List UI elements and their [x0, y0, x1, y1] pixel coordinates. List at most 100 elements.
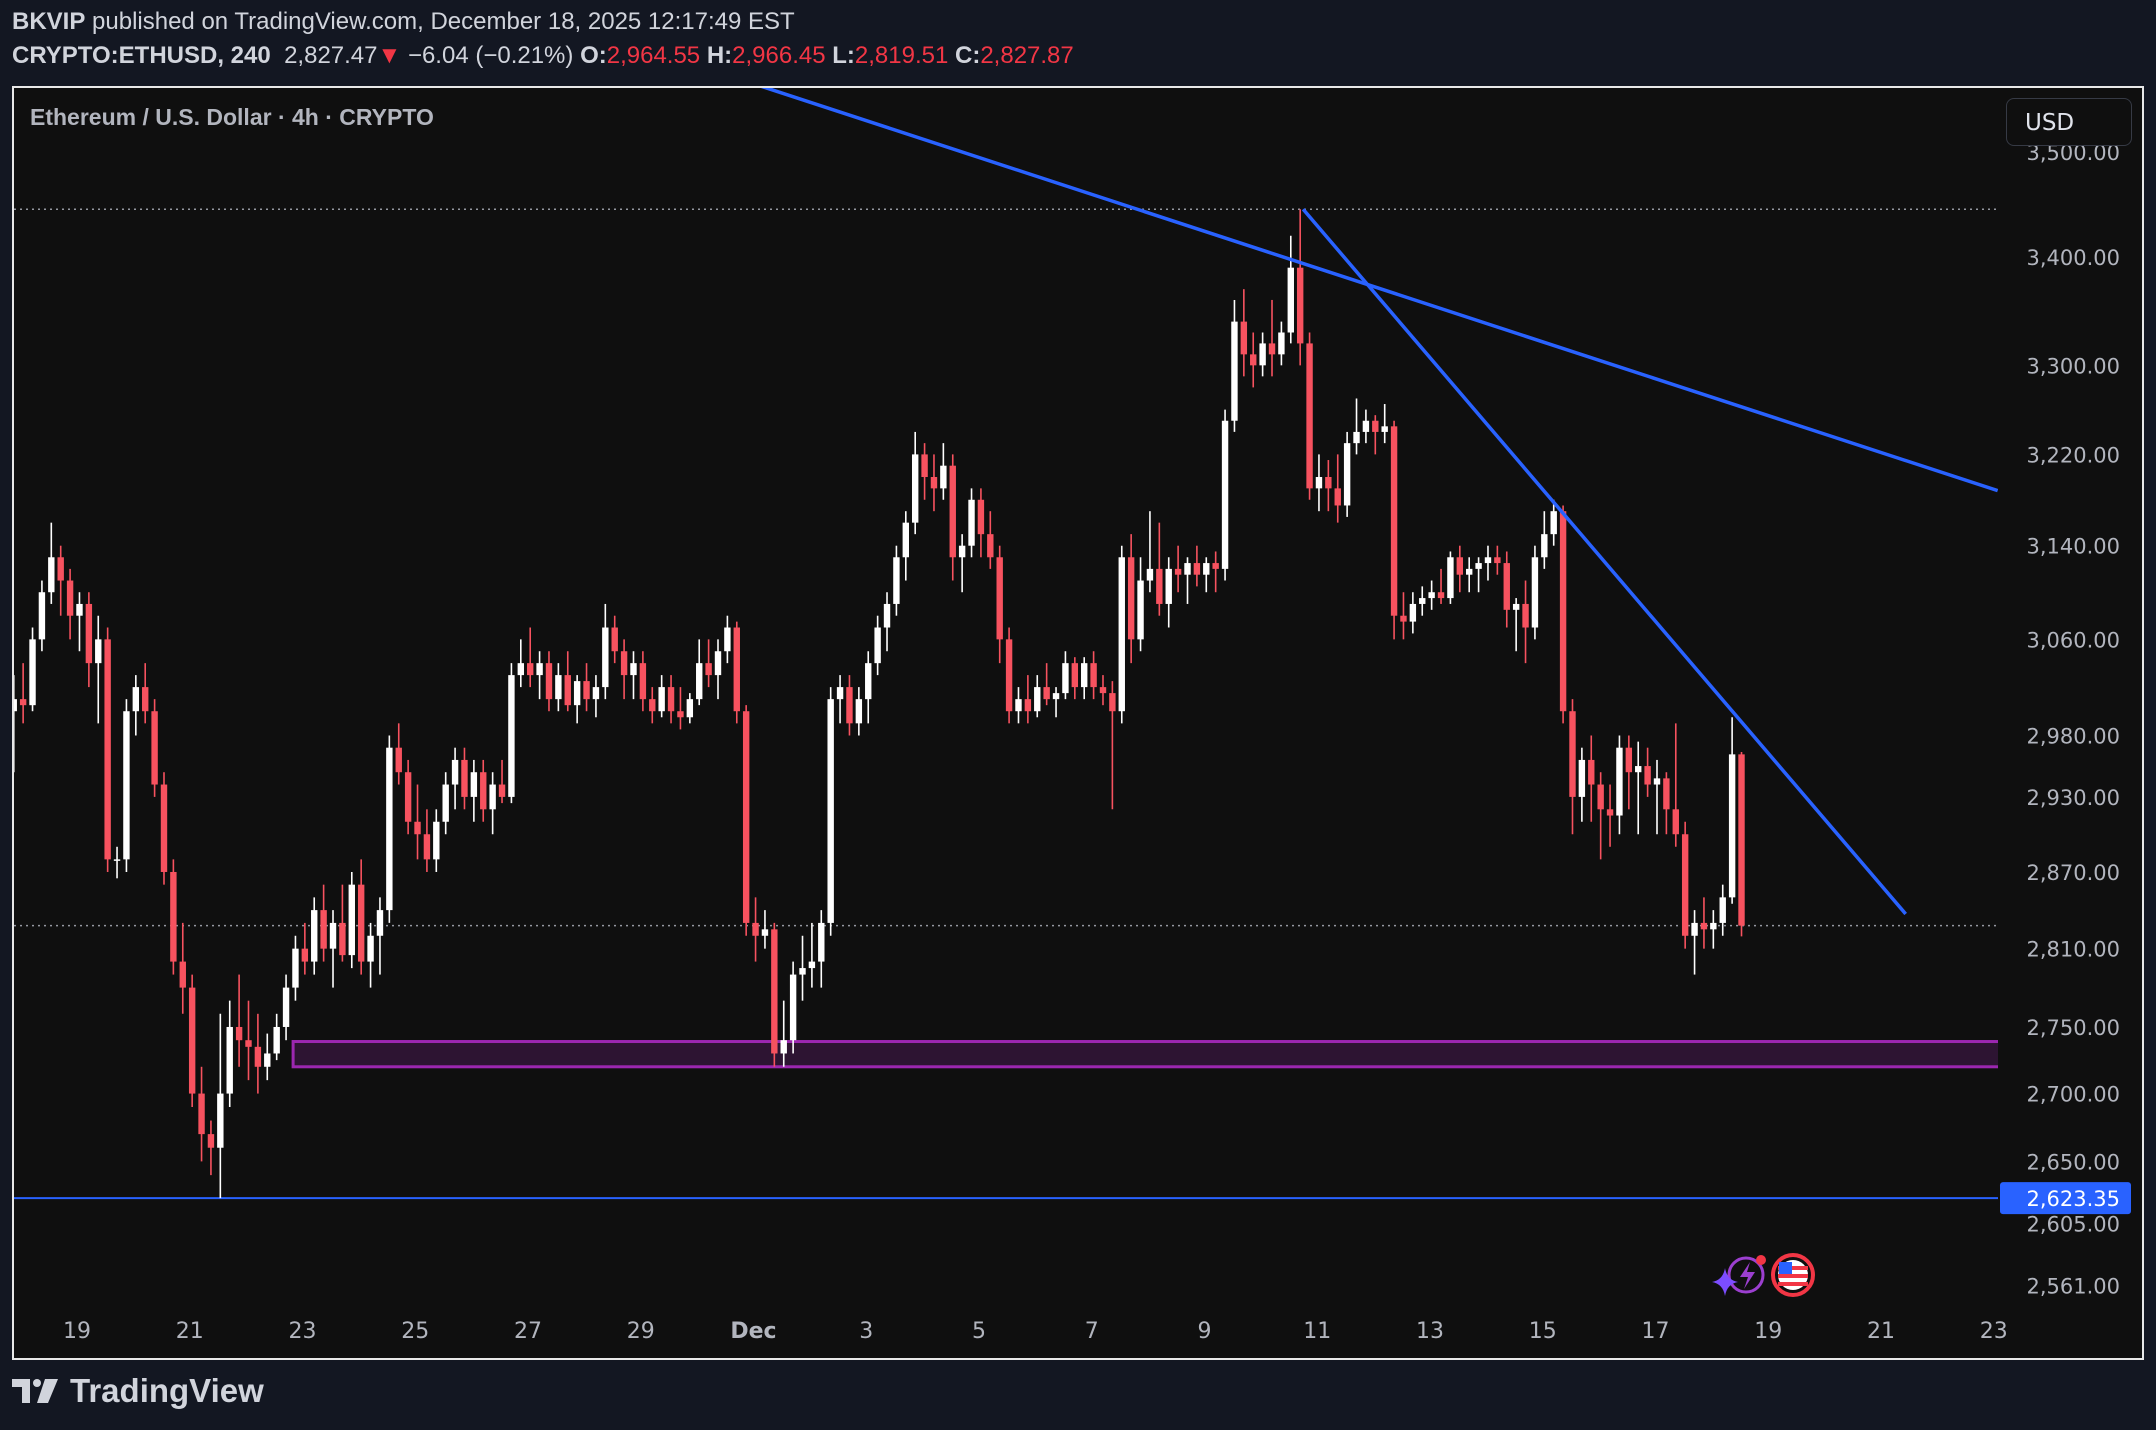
candle[interactable]	[1531, 545, 1539, 640]
candle[interactable]	[893, 545, 900, 616]
candle[interactable]	[611, 615, 618, 664]
candle[interactable]	[395, 723, 402, 785]
candle[interactable]	[76, 592, 83, 652]
candle[interactable]	[583, 663, 590, 712]
candle[interactable]	[1700, 897, 1708, 949]
candle[interactable]	[714, 639, 722, 700]
candle[interactable]	[836, 675, 844, 724]
us-flag-icon[interactable]	[1771, 1253, 1815, 1297]
candle[interactable]	[1447, 551, 1454, 604]
candle[interactable]	[1512, 598, 1520, 652]
candle[interactable]	[113, 846, 121, 879]
candle[interactable]	[470, 759, 478, 822]
candle[interactable]	[761, 910, 769, 949]
candle[interactable]	[1522, 580, 1529, 664]
candle[interactable]	[1071, 657, 1079, 700]
candle[interactable]	[1437, 568, 1445, 604]
candle[interactable]	[1353, 398, 1360, 455]
candle[interactable]	[235, 974, 243, 1067]
candle[interactable]	[339, 884, 346, 962]
candle[interactable]	[620, 639, 628, 700]
candle[interactable]	[780, 1000, 787, 1067]
candle[interactable]	[1278, 321, 1285, 366]
candle[interactable]	[827, 687, 834, 936]
candle[interactable]	[846, 675, 853, 736]
candle[interactable]	[1306, 332, 1313, 500]
candle[interactable]	[677, 687, 684, 730]
candle[interactable]	[386, 735, 393, 923]
candle[interactable]	[292, 935, 299, 1001]
candle[interactable]	[151, 699, 158, 797]
candle[interactable]	[1127, 534, 1135, 664]
candle[interactable]	[1268, 299, 1276, 377]
candle[interactable]	[1475, 557, 1482, 593]
candle[interactable]	[658, 675, 665, 718]
candle[interactable]	[95, 615, 102, 724]
candle[interactable]	[1118, 545, 1125, 724]
candle[interactable]	[461, 747, 468, 810]
candle[interactable]	[207, 1120, 215, 1176]
candle[interactable]	[1559, 505, 1567, 724]
candle[interactable]	[733, 621, 740, 724]
candle[interactable]	[245, 1000, 252, 1081]
candle[interactable]	[1090, 651, 1097, 700]
candle[interactable]	[508, 663, 515, 804]
candle[interactable]	[1419, 586, 1426, 616]
candle[interactable]	[996, 545, 1003, 664]
candle[interactable]	[19, 663, 27, 724]
candle[interactable]	[1184, 557, 1191, 604]
candle[interactable]	[104, 627, 111, 872]
candle[interactable]	[1494, 545, 1501, 575]
candle[interactable]	[949, 454, 956, 581]
candle[interactable]	[1343, 431, 1351, 517]
candle[interactable]	[1005, 627, 1013, 724]
candle[interactable]	[977, 488, 985, 558]
candle[interactable]	[883, 592, 891, 652]
candle[interactable]	[442, 772, 449, 835]
candle[interactable]	[423, 809, 431, 872]
candle[interactable]	[1287, 235, 1294, 344]
candle[interactable]	[1250, 332, 1257, 388]
candle[interactable]	[573, 675, 581, 724]
candle[interactable]	[1663, 772, 1670, 835]
candle[interactable]	[789, 961, 797, 1054]
candle[interactable]	[902, 511, 909, 581]
candle[interactable]	[639, 651, 647, 712]
candle[interactable]	[818, 910, 825, 988]
candle[interactable]	[1503, 551, 1510, 628]
trendline[interactable]	[1301, 208, 1907, 916]
candle[interactable]	[921, 443, 928, 500]
candle[interactable]	[1099, 675, 1107, 706]
candle[interactable]	[1137, 557, 1144, 652]
sparkle-lightning-icon[interactable]	[1712, 1255, 1766, 1296]
candle[interactable]	[855, 687, 863, 736]
candle[interactable]	[38, 580, 46, 652]
candle[interactable]	[1052, 687, 1060, 718]
candle[interactable]	[433, 809, 440, 872]
chart-frame[interactable]	[12, 86, 2144, 1360]
candle[interactable]	[527, 627, 534, 688]
candle[interactable]	[1644, 747, 1651, 797]
candle[interactable]	[1484, 545, 1492, 581]
candle[interactable]	[66, 568, 74, 640]
candle[interactable]	[1296, 209, 1304, 366]
candle[interactable]	[536, 651, 543, 700]
candle[interactable]	[1456, 545, 1464, 593]
support-zone-rectangle[interactable]	[291, 1040, 2000, 1069]
candle[interactable]	[1334, 454, 1341, 523]
candle[interactable]	[1315, 454, 1323, 512]
candle[interactable]	[123, 699, 130, 872]
candle[interactable]	[1606, 784, 1614, 847]
candle[interactable]	[489, 772, 496, 835]
candle[interactable]	[480, 759, 487, 822]
candle[interactable]	[226, 1000, 233, 1108]
candle[interactable]	[29, 627, 36, 712]
candle[interactable]	[1240, 289, 1248, 377]
candle[interactable]	[1738, 752, 1745, 937]
candle[interactable]	[1390, 420, 1398, 640]
candle[interactable]	[1156, 522, 1163, 616]
candle[interactable]	[667, 675, 675, 724]
currency-button[interactable]: USD	[2006, 98, 2132, 146]
candle[interactable]	[808, 922, 816, 988]
